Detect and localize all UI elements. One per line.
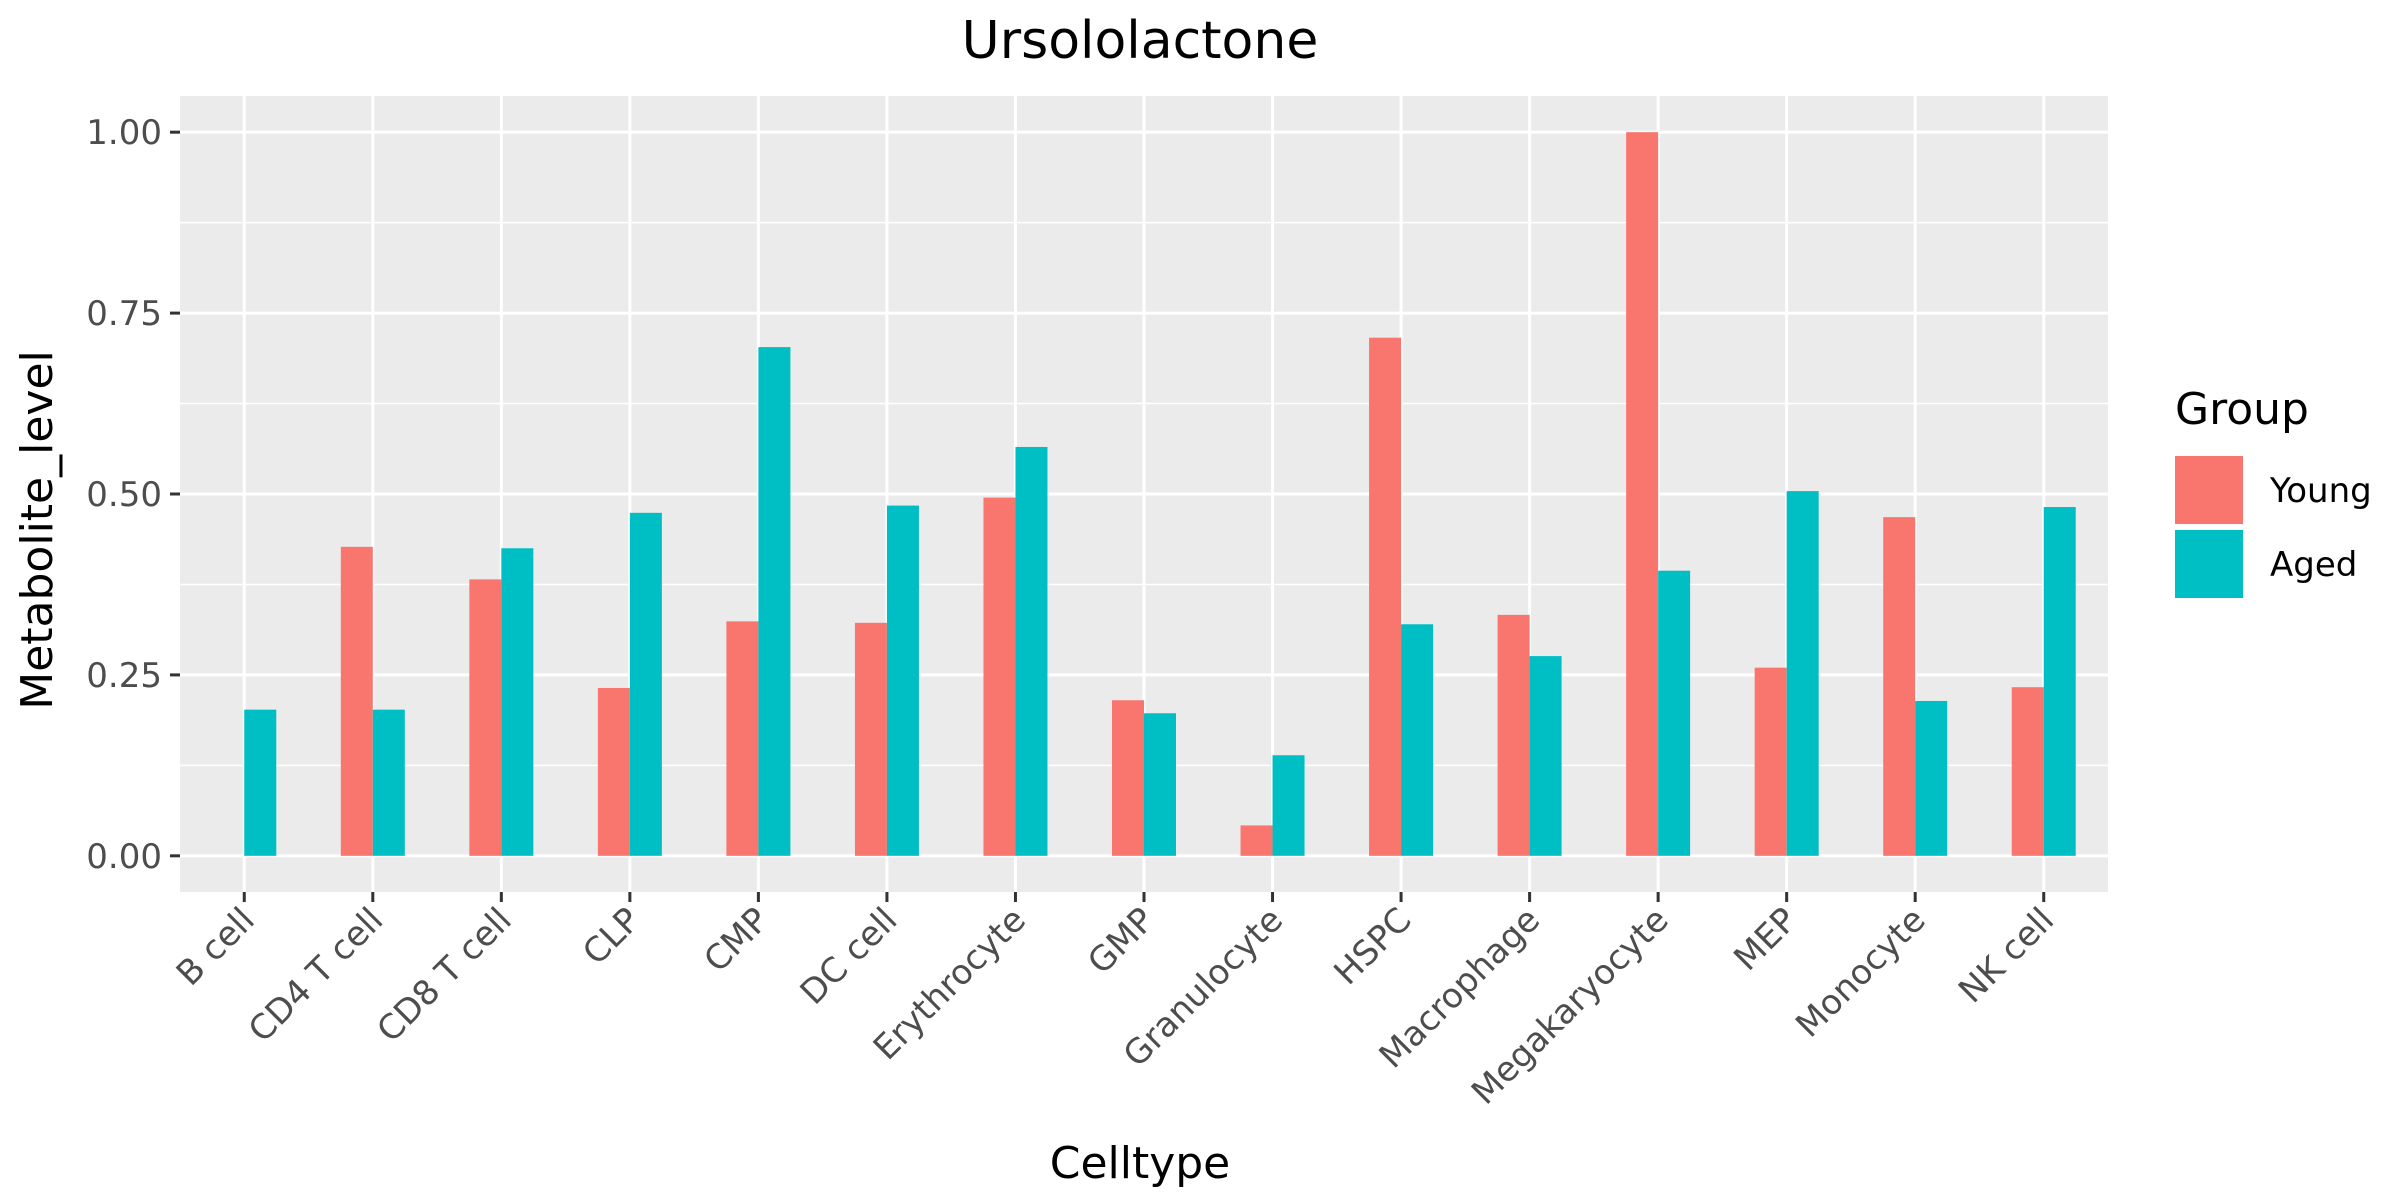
bar-young	[469, 579, 502, 856]
bar-aged	[758, 347, 791, 856]
x-axis-title: Celltype	[1050, 1138, 1231, 1189]
legend-label-aged: Aged	[2270, 545, 2357, 585]
bar-young	[1754, 667, 1787, 856]
y-tick-label: 0.75	[86, 294, 162, 334]
bar-aged	[1915, 700, 1948, 856]
bar-young	[2011, 687, 2044, 856]
bar-young	[597, 687, 630, 856]
bar-aged	[501, 548, 534, 856]
chart-title: Ursololactone	[962, 11, 1319, 71]
bar-young	[340, 546, 373, 856]
y-tick-label: 1.00	[86, 113, 162, 153]
legend-title: Group	[2175, 384, 2309, 435]
bar-young	[1112, 700, 1144, 856]
bar-aged	[1529, 656, 1562, 856]
bar-aged	[629, 512, 662, 856]
bar-aged	[244, 709, 277, 856]
legend: Group Young Aged	[2175, 384, 2372, 598]
legend-key-aged	[2175, 530, 2243, 598]
bar-aged	[886, 505, 919, 856]
y-tick-label: 0.00	[86, 837, 162, 877]
bar-aged	[372, 709, 405, 856]
bar-young	[1883, 517, 1916, 856]
bar-young	[726, 621, 759, 856]
bar-young	[1240, 825, 1273, 856]
y-axis-title: Metabolite_level	[12, 350, 63, 710]
bar-aged	[1401, 624, 1434, 856]
bar-young	[1626, 132, 1659, 856]
bar-aged	[1786, 491, 1819, 856]
bar-young	[983, 497, 1016, 856]
bar-aged	[1015, 446, 1048, 856]
bar-young	[1369, 337, 1402, 856]
bar-aged	[2043, 507, 2076, 856]
bar-aged	[1658, 570, 1691, 856]
y-tick-label: 0.50	[86, 475, 162, 515]
legend-key-young	[2175, 456, 2243, 524]
bar-young	[854, 622, 887, 856]
bar-aged	[1272, 755, 1305, 856]
bar-young	[1497, 614, 1530, 856]
y-tick-label: 0.25	[86, 656, 162, 696]
bar-aged	[1144, 713, 1176, 856]
legend-label-young: Young	[2269, 471, 2372, 511]
